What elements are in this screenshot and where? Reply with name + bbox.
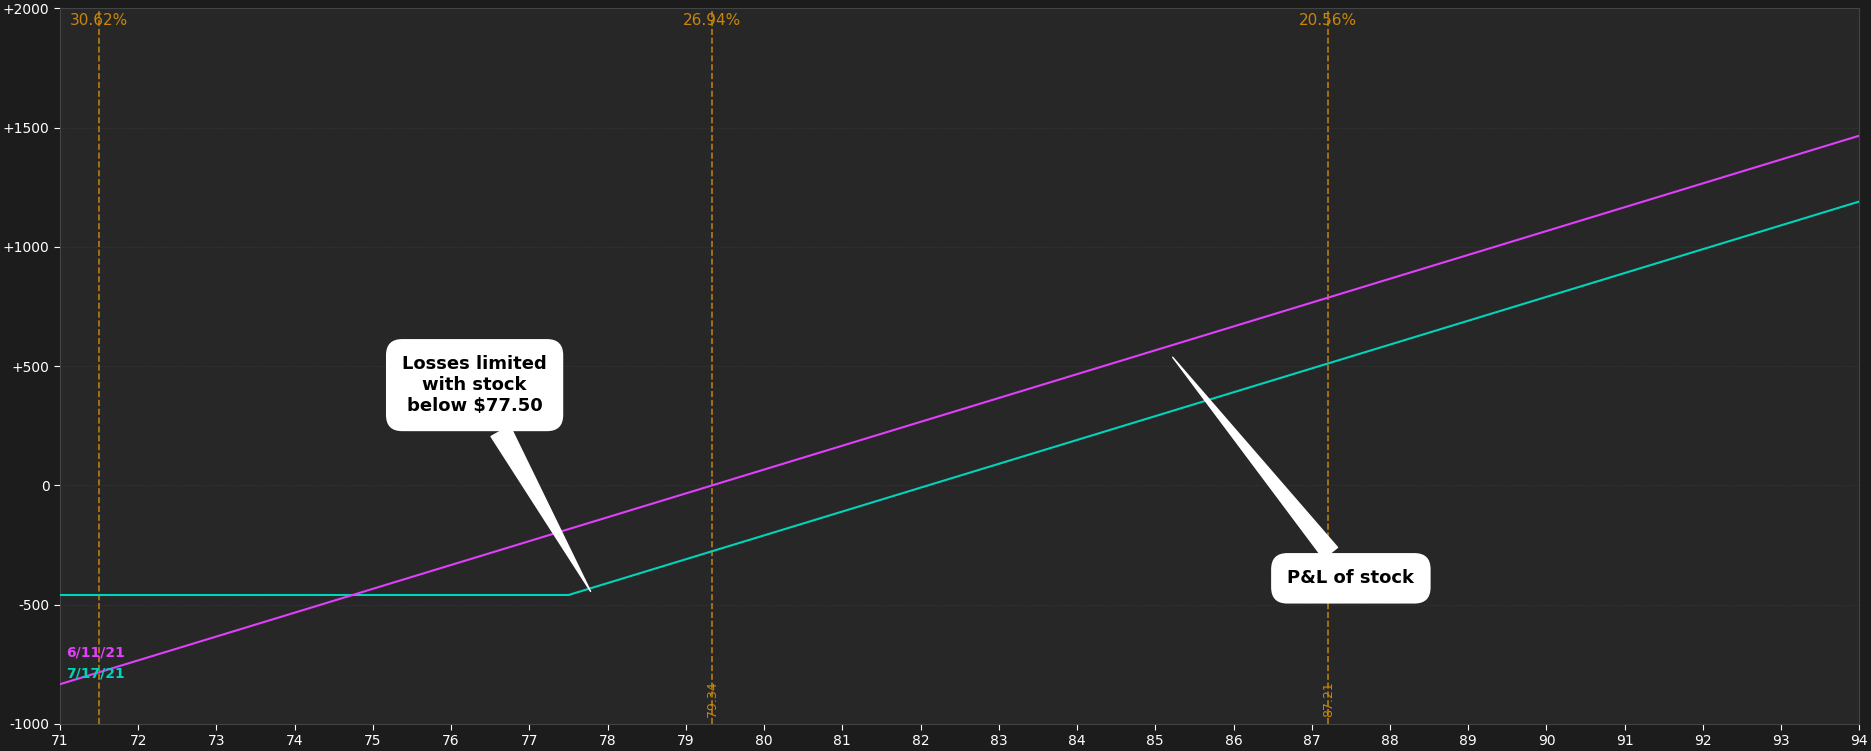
Text: Losses limited
with stock
below $77.50: Losses limited with stock below $77.50 <box>402 355 591 591</box>
Text: P&L of stock: P&L of stock <box>1173 357 1414 587</box>
Text: 6/11/21: 6/11/21 <box>65 645 125 659</box>
Text: 26.94%: 26.94% <box>683 13 741 28</box>
Text: 30.62%: 30.62% <box>69 13 129 28</box>
Text: 20.56%: 20.56% <box>1298 13 1356 28</box>
Text: 7/17/21: 7/17/21 <box>65 667 125 680</box>
Text: 87.21: 87.21 <box>1321 681 1334 716</box>
Text: 79.34: 79.34 <box>705 681 718 716</box>
